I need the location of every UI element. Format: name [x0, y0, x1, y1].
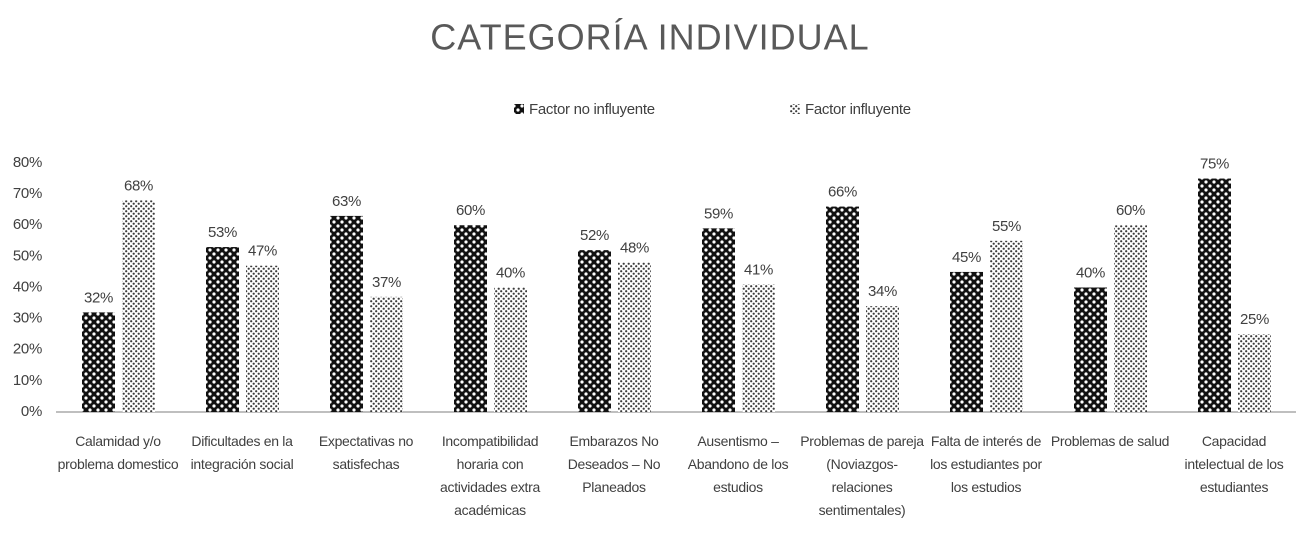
- value-label: 40%: [1076, 264, 1105, 281]
- value-label: 40%: [496, 264, 525, 281]
- value-label: 60%: [1116, 202, 1145, 219]
- x-tick-label: Expectativas no satisfechas: [318, 433, 414, 472]
- y-tick-label: 60%: [13, 216, 42, 233]
- bar: [578, 250, 611, 412]
- value-label: 37%: [372, 274, 401, 291]
- bar: [330, 215, 363, 412]
- bar: [702, 228, 735, 412]
- x-tick-label: Capacidad intelectual de los estudiantes: [1184, 433, 1284, 495]
- x-tick-label: Dificultades en la integración social: [190, 433, 294, 472]
- x-tick-label-box: Capacidad intelectual de los estudiantes: [1184, 433, 1284, 495]
- bar: [494, 287, 527, 412]
- value-label: 34%: [868, 283, 897, 300]
- bar: [826, 206, 859, 412]
- x-tick-label: Ausentismo – Abandono de los estudios: [687, 433, 789, 495]
- value-label: 52%: [580, 227, 609, 244]
- value-label: 47%: [248, 243, 277, 260]
- x-tick-label: Embarazos No Deseados – No Planeados: [567, 433, 661, 495]
- x-tick-label-box: Problemas de pareja (Noviazgos-relacione…: [800, 433, 924, 518]
- value-label: 60%: [456, 202, 485, 219]
- value-label: 53%: [208, 224, 237, 241]
- value-label: 45%: [952, 249, 981, 266]
- bar: [370, 296, 403, 412]
- x-tick-label: Problemas de pareja (Noviazgos-relacione…: [800, 433, 924, 518]
- x-tick-label-box: Expectativas no satisfechas: [318, 433, 414, 472]
- bar: [82, 312, 115, 412]
- bar: [122, 200, 155, 412]
- value-label: 68%: [124, 177, 153, 194]
- y-tick-label: 70%: [13, 185, 42, 202]
- bar: [1238, 334, 1271, 412]
- bar: [950, 271, 983, 412]
- value-label: 25%: [1240, 311, 1269, 328]
- value-label: 41%: [744, 261, 773, 278]
- legend-label: Factor no influyente: [529, 101, 655, 118]
- x-tick-label: Problemas de salud: [1050, 433, 1170, 449]
- value-label: 75%: [1200, 156, 1229, 173]
- bar: [618, 262, 651, 412]
- bar: [454, 225, 487, 412]
- bar: [866, 306, 899, 412]
- value-label: 48%: [620, 240, 649, 257]
- bar: [1198, 178, 1231, 412]
- bar: [742, 284, 775, 412]
- bar: [246, 265, 279, 412]
- x-tick-label-box: Falta de interés de los estudiantes por …: [930, 433, 1042, 495]
- chart-title: CATEGORÍA INDIVIDUAL: [430, 17, 869, 58]
- value-label: 55%: [992, 218, 1021, 235]
- y-tick-label: 80%: [13, 154, 42, 171]
- y-tick-label: 50%: [13, 247, 42, 264]
- y-tick-label: 10%: [13, 372, 42, 389]
- x-tick-label-box: Ausentismo – Abandono de los estudios: [687, 433, 789, 495]
- x-tick-label-box: Calamidad y/o problema domestico: [57, 433, 179, 472]
- legend-swatch: [514, 104, 524, 114]
- value-label: 66%: [828, 184, 857, 201]
- bar: [1074, 287, 1107, 412]
- y-tick-label: 30%: [13, 310, 42, 327]
- x-tick-label-box: Problemas de salud: [1050, 433, 1170, 449]
- x-tick-label: Falta de interés de los estudiantes por …: [930, 433, 1042, 495]
- y-tick-label: 20%: [13, 341, 42, 358]
- legend-swatch: [790, 104, 800, 114]
- y-tick-label: 40%: [13, 278, 42, 295]
- bar: [990, 240, 1023, 412]
- legend-label: Factor influyente: [805, 101, 911, 118]
- x-tick-label: Incompatibilidad horaria con actividades…: [440, 433, 540, 518]
- x-tick-label-box: Dificultades en la integración social: [190, 433, 294, 472]
- value-label: 59%: [704, 205, 733, 222]
- value-label: 32%: [84, 289, 113, 306]
- bar: [1114, 225, 1147, 412]
- y-tick-label: 0%: [21, 403, 42, 420]
- x-tick-label: Calamidad y/o problema domestico: [57, 433, 179, 472]
- value-label: 63%: [332, 193, 361, 210]
- x-tick-label-box: Embarazos No Deseados – No Planeados: [567, 433, 661, 495]
- x-tick-label-box: Incompatibilidad horaria con actividades…: [440, 433, 540, 518]
- bar: [206, 247, 239, 412]
